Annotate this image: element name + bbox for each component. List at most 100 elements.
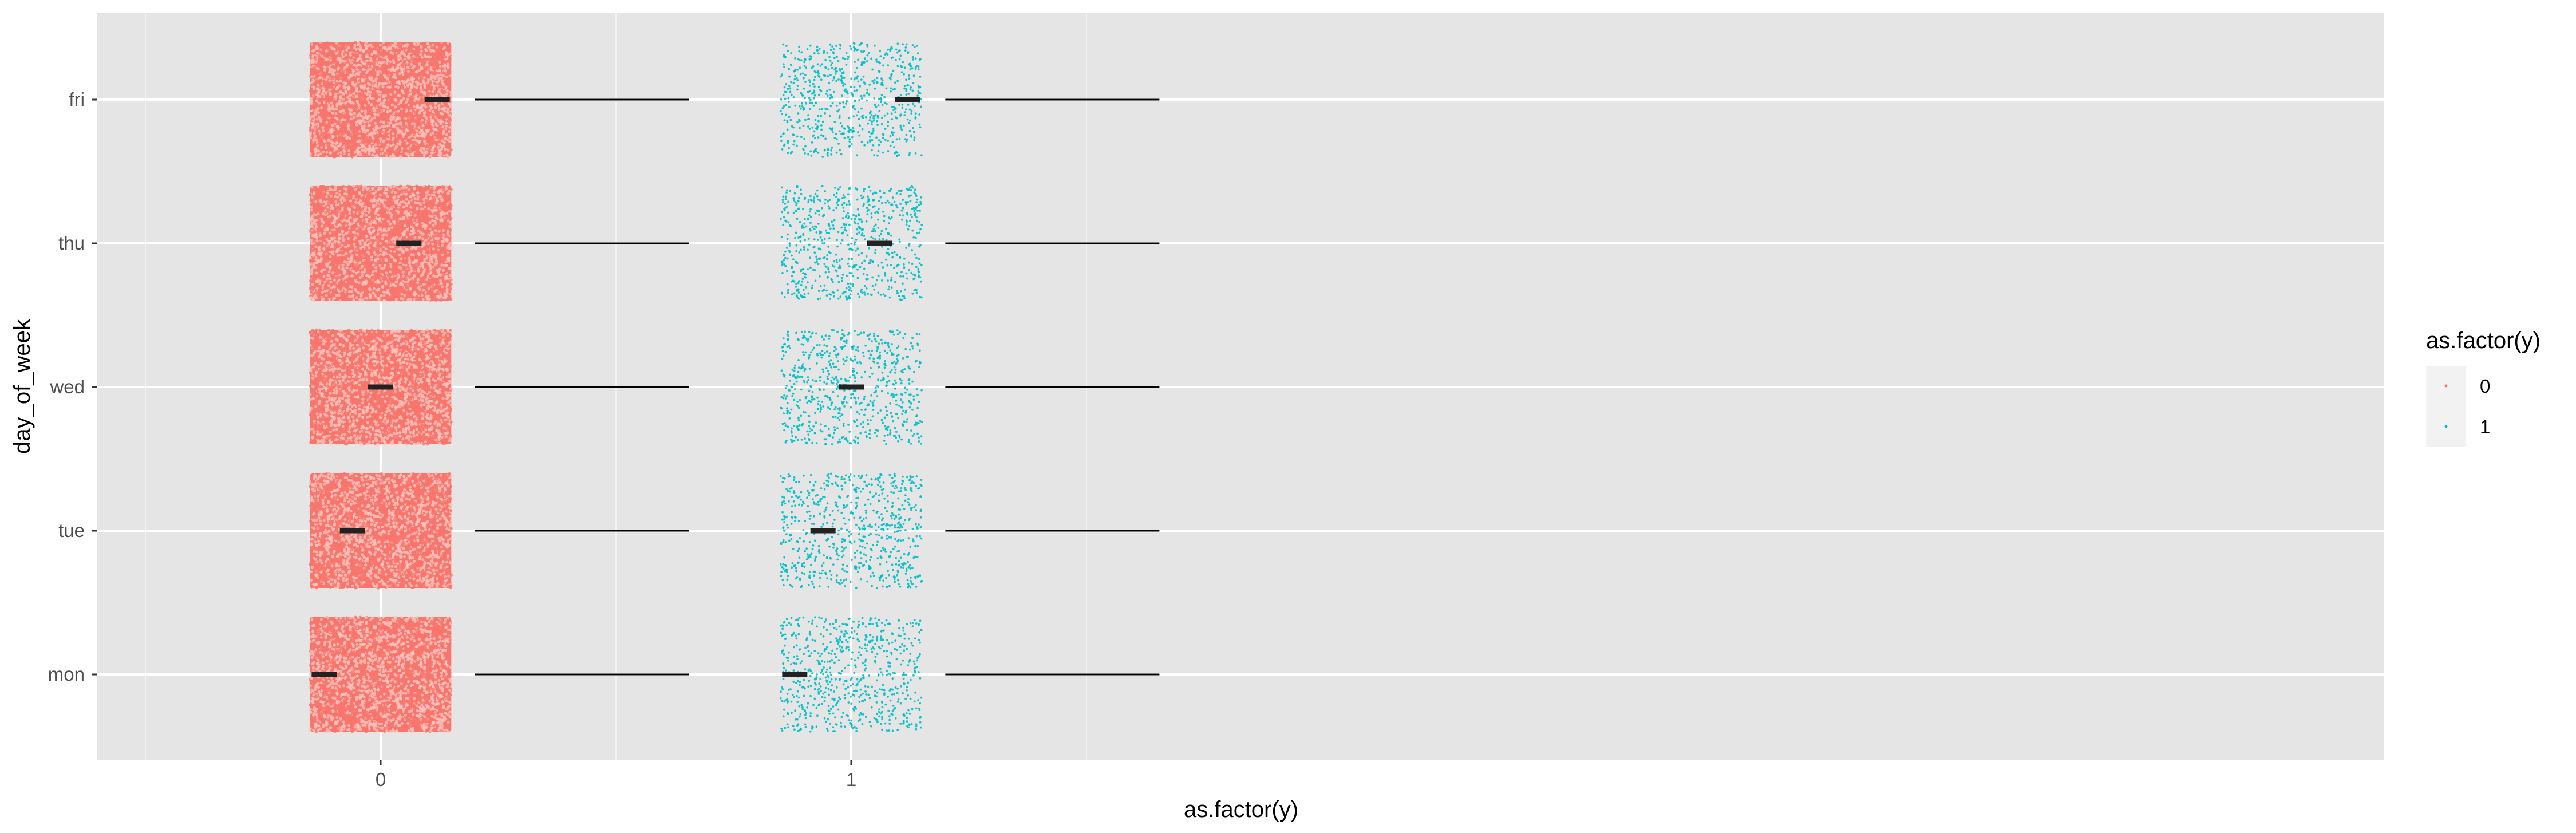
data-point — [347, 544, 351, 548]
data-point — [440, 653, 444, 657]
data-point — [410, 664, 413, 668]
data-point — [343, 698, 347, 702]
data-point — [433, 627, 437, 630]
data-point — [370, 689, 373, 693]
data-point — [353, 686, 356, 690]
data-point — [447, 619, 451, 623]
data-point — [410, 569, 414, 572]
data-point — [397, 697, 400, 700]
data-point — [410, 633, 413, 636]
data-point — [370, 692, 374, 696]
data-point — [321, 536, 325, 540]
data-point — [444, 644, 448, 648]
data-point — [355, 661, 358, 665]
data-point — [396, 711, 399, 714]
data-point — [402, 568, 406, 571]
data-point — [373, 505, 377, 508]
data-point — [374, 542, 377, 546]
data-point — [337, 491, 341, 495]
data-point — [393, 526, 397, 530]
data-point — [407, 540, 410, 544]
data-point — [397, 515, 401, 519]
data-point — [418, 646, 422, 649]
data-point — [312, 647, 315, 650]
data-point — [355, 494, 358, 498]
data-point — [412, 675, 415, 678]
data-point — [354, 586, 357, 590]
data-point — [421, 500, 425, 504]
data-point — [335, 654, 339, 658]
data-point — [447, 544, 451, 547]
data-point — [398, 629, 401, 632]
data-point — [422, 722, 426, 725]
data-point — [402, 672, 405, 675]
data-point — [373, 626, 377, 630]
data-point — [331, 647, 334, 650]
data-point — [318, 651, 322, 654]
data-point — [448, 506, 452, 510]
data-point — [403, 647, 407, 650]
data-point — [324, 617, 327, 621]
data-point — [379, 478, 382, 481]
data-point — [432, 504, 435, 507]
data-point — [372, 709, 375, 713]
data-point — [379, 695, 382, 698]
data-point — [346, 720, 349, 724]
data-point — [354, 549, 357, 552]
data-point — [353, 659, 357, 662]
data-point — [356, 501, 359, 504]
data-point — [441, 706, 445, 710]
data-point — [368, 488, 372, 492]
data-point — [353, 693, 356, 697]
data-point — [420, 633, 424, 637]
data-point — [374, 696, 377, 700]
data-point — [318, 527, 322, 530]
data-point — [411, 495, 414, 498]
data-point — [434, 713, 438, 717]
data-point — [314, 635, 318, 638]
data-point — [442, 535, 446, 539]
data-point — [419, 566, 422, 570]
data-point — [321, 646, 325, 649]
data-point — [402, 705, 406, 708]
data-point — [386, 562, 389, 565]
data-point — [426, 653, 430, 656]
data-point — [423, 689, 426, 693]
data-point — [358, 514, 362, 518]
data-point — [350, 679, 354, 682]
data-point — [401, 581, 405, 584]
data-point — [374, 566, 378, 570]
data-point — [431, 658, 434, 662]
data-point — [378, 661, 382, 664]
data-point — [389, 495, 393, 498]
data-point — [424, 495, 428, 499]
data-point — [410, 698, 413, 702]
data-point — [409, 706, 413, 710]
data-point — [398, 622, 401, 626]
data-point — [330, 693, 334, 696]
data-point — [311, 524, 315, 528]
data-point — [374, 562, 378, 565]
data-point — [406, 674, 410, 677]
data-point — [321, 498, 325, 502]
data-point — [315, 702, 319, 706]
data-point — [354, 625, 358, 629]
data-point — [423, 514, 426, 517]
data-point — [408, 582, 412, 585]
data-point — [369, 701, 373, 705]
data-point — [440, 665, 444, 668]
data-point — [409, 562, 413, 566]
data-point — [448, 489, 451, 493]
data-point — [397, 576, 401, 579]
data-point — [315, 713, 318, 716]
data-point — [414, 672, 418, 676]
data-point — [346, 670, 350, 674]
data-point — [404, 686, 408, 690]
data-point — [447, 720, 450, 724]
data-point — [361, 704, 365, 708]
data-point — [371, 659, 374, 662]
data-point — [343, 649, 346, 652]
data-point — [360, 476, 364, 479]
data-point — [416, 651, 419, 654]
data-point — [402, 628, 406, 631]
